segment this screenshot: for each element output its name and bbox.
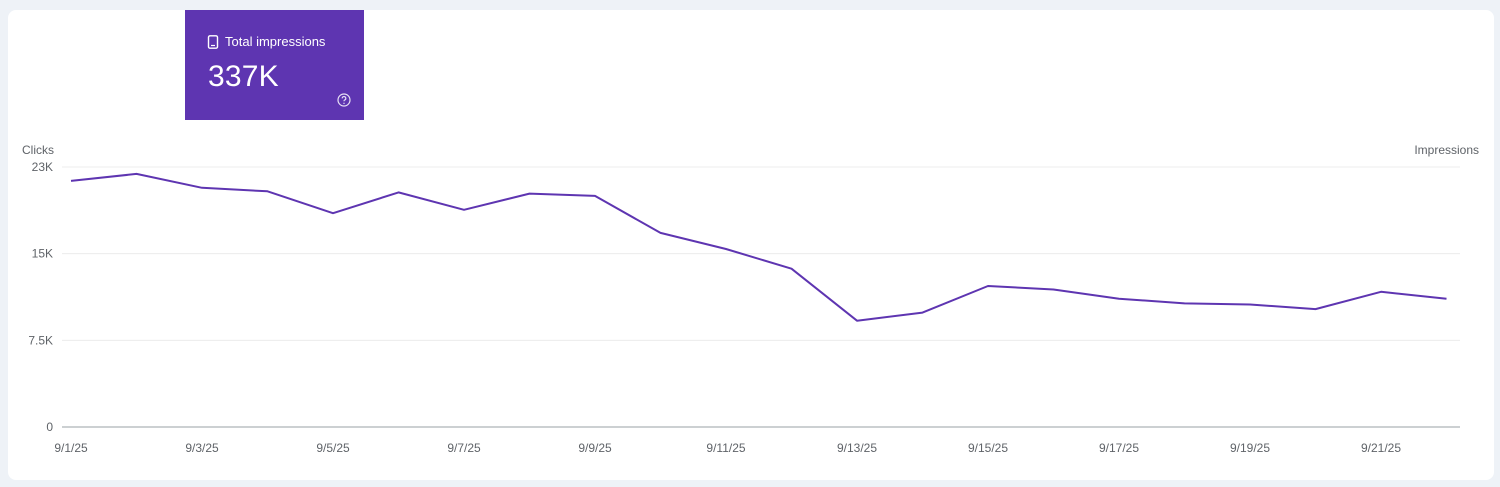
- x-tick-label: 9/7/25: [447, 441, 481, 455]
- y-tick-label: 15K: [32, 247, 53, 261]
- x-tick-label: 9/19/25: [1230, 441, 1270, 455]
- phone-icon: [207, 34, 219, 49]
- right-axis-label: Impressions: [1414, 143, 1479, 157]
- metric-value: 337K: [208, 60, 279, 93]
- x-tick-label: 9/13/25: [837, 441, 877, 455]
- y-axis-ticks: 0 7.5K 15K 23K: [28, 160, 53, 434]
- y-tick-label: 23K: [32, 160, 53, 174]
- x-tick-label: 9/3/25: [185, 441, 219, 455]
- y-tick-label: 7.5K: [28, 333, 53, 347]
- grid-lines: [62, 166, 1460, 428]
- x-axis-ticks: 9/1/25 9/3/25 9/5/25 9/7/25 9/9/25 9/11/25 9/1…: [54, 441, 1401, 455]
- metric-label: Total impressions: [225, 34, 326, 49]
- x-tick-label: 9/21/25: [1361, 441, 1401, 455]
- x-tick-label: 9/17/25: [1099, 441, 1139, 455]
- total-impressions-metric[interactable]: Total impressions 337K: [185, 10, 364, 120]
- x-tick-label: 9/11/25: [706, 441, 745, 455]
- help-circle-icon[interactable]: [337, 93, 351, 107]
- metric-title: Total impressions: [207, 34, 325, 49]
- series-points: [70, 173, 1447, 321]
- x-tick-label: 9/5/25: [316, 441, 350, 455]
- x-tick-label: 9/1/25: [54, 441, 88, 455]
- left-axis-label: Clicks: [22, 143, 54, 157]
- x-tick-label: 9/9/25: [578, 441, 612, 455]
- clicks-series-line: [70, 172, 1447, 322]
- y-tick-label: 0: [46, 420, 53, 434]
- x-tick-label: 9/15/25: [968, 441, 1008, 455]
